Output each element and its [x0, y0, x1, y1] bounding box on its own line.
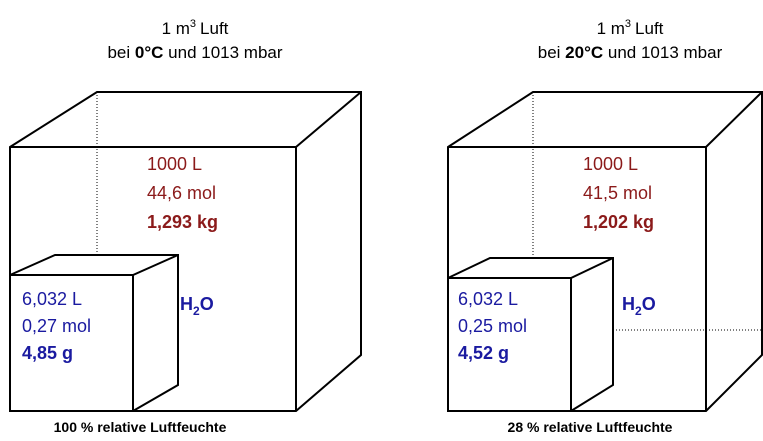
water-mass: 4,85 g	[22, 343, 73, 363]
water-mass: 4,52 g	[458, 343, 509, 363]
title: 1 m3 Luft	[597, 18, 664, 38]
caption: 28 % relative Luftfeuchte	[508, 419, 673, 435]
air-amount: 44,6 mol	[147, 183, 216, 203]
water-volume: 6,032 L	[22, 289, 82, 309]
panel-right: 1 m3 Luft bei 20°C und 1013 mbar 1000 L 4…	[447, 18, 763, 435]
air-cube-edge	[10, 91, 362, 148]
air-cube-edge	[448, 91, 763, 148]
air-mass: 1,202 kg	[583, 212, 654, 232]
condition: bei 0°C und 1013 mbar	[107, 43, 282, 62]
water-amount: 0,25 mol	[458, 316, 527, 336]
caption: 100 % relative Luftfeuchte	[54, 419, 227, 435]
water-volume: 6,032 L	[458, 289, 518, 309]
water-amount: 0,27 mol	[22, 316, 91, 336]
air-volume: 1000 L	[583, 154, 638, 174]
air-volume: 1000 L	[147, 154, 202, 174]
h2o-label: H2O	[622, 294, 656, 318]
condition: bei 20°C und 1013 mbar	[538, 43, 723, 62]
title: 1 m3 Luft	[162, 18, 229, 38]
h2o-label: H2O	[180, 294, 214, 318]
air-mass: 1,293 kg	[147, 212, 218, 232]
water-cube	[9, 254, 179, 412]
air-amount: 41,5 mol	[583, 183, 652, 203]
panel-left: 1 m3 Luft bei 0°C und 1013 mbar 1000 L 44…	[9, 18, 362, 435]
